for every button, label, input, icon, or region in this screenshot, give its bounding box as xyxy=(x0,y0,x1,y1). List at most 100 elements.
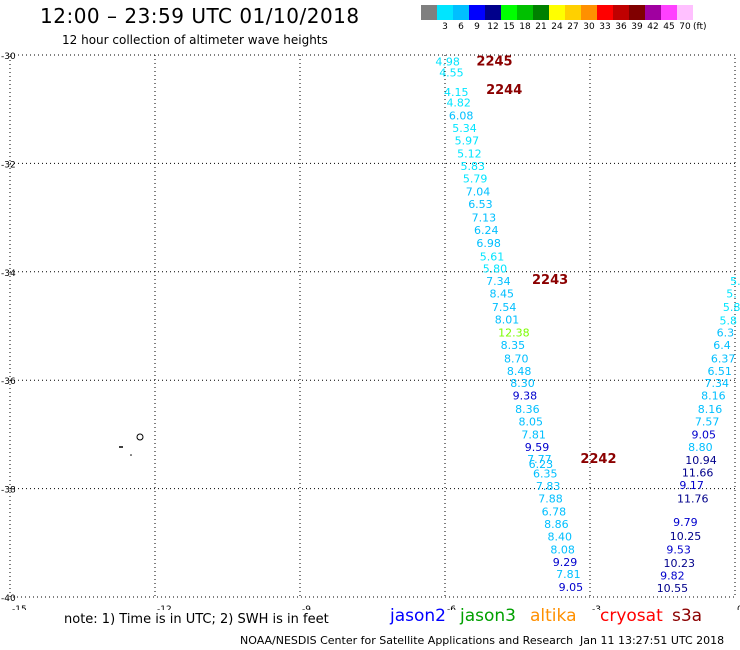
wave-height-value: 4.55 xyxy=(439,66,464,79)
wave-height-value: 10.55 xyxy=(657,582,689,595)
y-tick-label: -34 xyxy=(1,269,16,279)
wave-height-value: 9.17 xyxy=(679,479,704,492)
wave-height-value: 5.97 xyxy=(455,135,480,148)
wave-height-value: 5. xyxy=(726,287,737,300)
footer-note: note: 1) Time is in UTC; 2) SWH is in fe… xyxy=(64,612,329,627)
satellite-jason3: jason3 xyxy=(460,606,516,626)
satellite-jason2: jason2 xyxy=(390,606,446,626)
wave-height-value: 5.12 xyxy=(457,148,482,161)
legend-swatch xyxy=(517,5,533,20)
wave-height-value: 6.3 xyxy=(717,327,735,340)
legend-label: 18 xyxy=(519,22,531,32)
wave-height-value: 7.57 xyxy=(695,415,720,428)
legend-label: 70 xyxy=(679,22,691,32)
legend-swatch xyxy=(597,5,613,20)
satellite-s3a: s3a xyxy=(672,606,703,626)
credit-line: NOAA/NESDIS Center for Satellite Applica… xyxy=(240,634,574,647)
wave-height-value: 8.16 xyxy=(698,403,723,416)
wave-height-value: 7.81 xyxy=(556,568,581,581)
legend-swatch xyxy=(645,5,661,20)
wave-height-value: 7.81 xyxy=(521,428,546,441)
wave-height-value: 6.51 xyxy=(707,365,732,378)
legend-label: 15 xyxy=(503,22,515,32)
legend-swatch xyxy=(453,5,469,20)
legend-label: 45 xyxy=(663,22,675,32)
x-tick-label: 0 xyxy=(737,605,740,610)
legend-swatch xyxy=(581,5,597,20)
wave-height-value: 4.82 xyxy=(446,97,471,110)
wave-height-value: 5.61 xyxy=(480,251,505,264)
wave-height-value: 5. xyxy=(730,275,740,288)
wave-height-value: 7.34 xyxy=(705,377,730,390)
pass-time-label: 2245 xyxy=(476,55,512,70)
wave-height-plot: -15 -12 -9 -6 -3 0-30-32-34-36-38-404.984.554… xyxy=(1,52,740,610)
wave-height-value: 11.66 xyxy=(682,466,714,479)
wave-height-value: 8.05 xyxy=(518,415,543,428)
wave-height-value: 7.77 xyxy=(527,453,552,466)
wave-height-value: 6.98 xyxy=(476,237,501,250)
wave-height-value: 7.04 xyxy=(466,186,491,199)
y-tick-label: -30 xyxy=(1,52,16,62)
wave-height-value: 12.38 xyxy=(498,327,529,340)
wave-height-value: 7.13 xyxy=(472,212,497,225)
legend-label: 42 xyxy=(647,22,659,32)
color-scale-labels: 3 6 9 12 15 18 21 24 27 30 33 36 39 42 45 70 (ft) xyxy=(421,22,740,34)
legend-label: 39 xyxy=(631,22,643,32)
legend-label: 21 xyxy=(535,22,547,32)
plot-frame xyxy=(9,54,736,598)
legend-label: 36 xyxy=(615,22,627,32)
legend-label: 9 xyxy=(474,22,480,32)
y-tick-label: -38 xyxy=(1,486,16,496)
legend-swatch xyxy=(549,5,565,20)
x-tick-label: -12 xyxy=(157,605,172,610)
legend-swatch xyxy=(533,5,549,20)
wave-height-value: 10.94 xyxy=(685,454,717,467)
wave-height-value: 9.82 xyxy=(660,569,685,582)
y-tick-label: -36 xyxy=(1,377,16,387)
wave-height-value: 9.53 xyxy=(666,543,691,556)
chart-subtitle: 12 hour collection of altimeter wave hei… xyxy=(62,33,328,47)
wave-height-value: 9.59 xyxy=(525,441,550,454)
wave-height-value: 5.8 xyxy=(720,315,738,328)
legend-swatch xyxy=(501,5,517,20)
legend-label: 6 xyxy=(458,22,464,32)
satellite-cryosat: cryosat xyxy=(600,606,663,626)
wave-height-value: 6.23 xyxy=(529,458,554,471)
wave-height-value: 5.80 xyxy=(483,263,508,276)
wave-height-value: 4.98 xyxy=(435,56,460,69)
wave-height-value: 5.8 xyxy=(723,301,740,314)
island-outline xyxy=(136,433,144,441)
wave-height-value: 9.05 xyxy=(559,581,584,594)
x-tick-label: -6 xyxy=(447,605,456,610)
x-tick-label: -3 xyxy=(592,605,601,610)
wave-height-value: 9.29 xyxy=(553,556,578,569)
legend-label: 3 xyxy=(442,22,448,32)
wave-height-value: 10.23 xyxy=(663,557,695,570)
legend-label: 12 xyxy=(487,22,499,32)
wave-height-value: 9.79 xyxy=(673,516,698,529)
wave-height-value: 8.70 xyxy=(504,353,529,366)
legend-label: 24 xyxy=(551,22,563,32)
legend-swatch xyxy=(613,5,629,20)
wave-height-value: 9.38 xyxy=(513,389,538,402)
legend-label: 27 xyxy=(567,22,579,32)
legend-swatch xyxy=(629,5,645,20)
wave-height-value: 6.08 xyxy=(449,110,474,123)
legend-swatch xyxy=(437,5,453,20)
legend-swatch xyxy=(565,5,581,20)
wave-height-value: 7.88 xyxy=(538,492,563,505)
wave-height-value: 9.05 xyxy=(692,428,717,441)
wave-height-value: 6.35 xyxy=(533,467,558,480)
legend-swatch xyxy=(677,5,693,20)
wave-height-value: 8.01 xyxy=(495,313,520,326)
pass-time-label: 2243 xyxy=(532,273,568,288)
wave-height-value: 7.83 xyxy=(536,480,561,493)
satellite-altika: altika xyxy=(530,606,577,626)
chart-title: 12:00 – 23:59 UTC 01/10/2018 xyxy=(40,4,360,28)
wave-height-value: 11.76 xyxy=(677,492,709,505)
legend-swatch xyxy=(661,5,677,20)
legend-swatch xyxy=(469,5,485,20)
wave-height-value: 8.16 xyxy=(701,389,726,402)
y-tick-label: -40 xyxy=(1,594,16,604)
